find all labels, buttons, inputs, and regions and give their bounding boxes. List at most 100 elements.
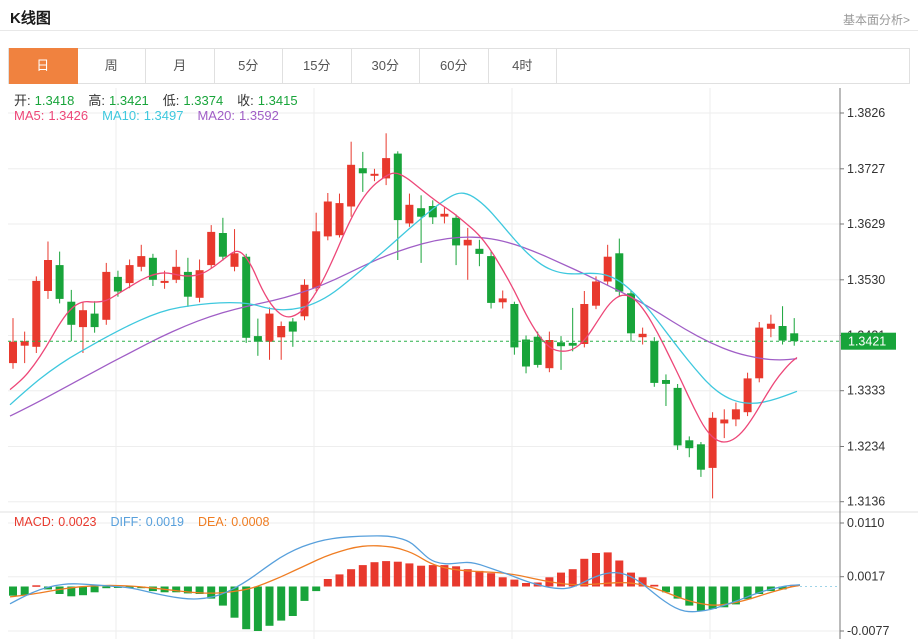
price-tick-label: 1.3333: [847, 384, 885, 398]
price-tick-label: 1.3530: [847, 273, 885, 287]
tab-day[interactable]: 日: [9, 48, 78, 84]
macd-bar: [55, 586, 64, 594]
tab-month[interactable]: 月: [146, 48, 215, 84]
macd-bar: [720, 586, 729, 608]
candle-body: [300, 284, 309, 317]
macd-bar: [638, 577, 647, 587]
macd-bar: [358, 565, 367, 587]
macd-bar: [650, 584, 659, 587]
macd-tick-label: 0.0017: [847, 570, 885, 584]
interval-tabs: 日周月 5分 15分 30分 60分 4时: [8, 48, 910, 84]
macd-bar: [685, 586, 694, 606]
candle-body: [487, 256, 496, 303]
candle-body: [475, 248, 484, 254]
candle-body: [603, 256, 612, 282]
tab-4hour[interactable]: 4时: [488, 48, 557, 84]
candle-body: [778, 326, 787, 341]
page-header: K线图 基本面分析>: [0, 0, 918, 30]
kline-macd-chart[interactable]: 1.38261.37271.36291.35301.34311.33331.32…: [0, 84, 918, 639]
candle-body: [568, 342, 577, 346]
price-tick-label: 1.3629: [847, 217, 885, 231]
macd-bar: [218, 586, 227, 606]
candle-body: [650, 341, 659, 383]
macd-bar: [405, 563, 414, 587]
macd-bar: [253, 586, 262, 631]
price-axis-labels: 1.38261.37271.36291.35301.34311.33331.32…: [840, 106, 885, 509]
macd-bar: [708, 586, 717, 609]
candle-body: [160, 280, 169, 283]
macd-bar: [475, 570, 484, 587]
candle-body: [102, 271, 111, 320]
candle-body: [230, 253, 239, 267]
candle-body: [277, 326, 286, 338]
macd-bar: [90, 586, 99, 593]
candle-body: [685, 440, 694, 449]
candle-body: [708, 417, 717, 468]
candle-body: [9, 341, 17, 364]
candle-body: [510, 304, 519, 348]
macd-bar: [603, 552, 612, 587]
macd-bar: [393, 561, 402, 587]
candle-body: [148, 257, 157, 280]
candle-body: [731, 409, 740, 420]
candle-body: [743, 378, 752, 413]
candle-body: [662, 380, 670, 384]
tab-60min[interactable]: 60分: [420, 48, 489, 84]
candle-body: [79, 310, 87, 328]
tab-5min[interactable]: 5分: [214, 48, 283, 84]
macd-bar: [568, 569, 577, 587]
tab-week[interactable]: 周: [77, 48, 146, 84]
candle-body: [183, 271, 192, 297]
candle-body: [580, 304, 589, 344]
candle-body: [627, 293, 635, 334]
macd-bar: [417, 565, 426, 587]
candle-body: [125, 265, 134, 284]
candle-body: [137, 256, 146, 267]
header-divider: [0, 30, 918, 31]
badge-background: [841, 332, 896, 350]
candle-body: [393, 153, 402, 221]
candle-body: [207, 231, 216, 266]
macd-bar: [743, 586, 752, 600]
candle-body: [533, 336, 542, 365]
grid-lines: [8, 88, 840, 639]
macd-bar: [242, 586, 251, 630]
macd-bar: [755, 586, 764, 594]
candle-body: [370, 173, 379, 176]
candle-body: [55, 265, 64, 299]
current-price-badge-label: 1.3421: [848, 335, 886, 349]
macd-bars: [9, 552, 799, 631]
macd-bar: [323, 579, 332, 587]
candle-body: [592, 281, 600, 306]
macd-axis-labels: 0.0110 0.0017 -0.0077: [840, 516, 889, 638]
candle-body: [253, 336, 262, 342]
macd-bar: [148, 586, 157, 592]
candle-body: [498, 298, 507, 303]
tab-15min[interactable]: 15分: [283, 48, 352, 84]
fundamental-analysis-link[interactable]: 基本面分析>: [842, 13, 910, 27]
candle-body: [358, 168, 367, 174]
macd-bar: [172, 586, 181, 593]
candle-body: [113, 276, 122, 292]
price-tick-label: 1.3234: [847, 440, 885, 454]
candle-body: [242, 256, 251, 338]
macd-tick-label: -0.0077: [847, 624, 889, 638]
candle-body: [766, 323, 775, 329]
macd-bar: [312, 586, 321, 592]
dea-line: [9, 545, 801, 606]
candle-body: [382, 158, 391, 179]
macd-bar: [463, 569, 472, 587]
candle-body: [452, 217, 461, 246]
macd-bar: [44, 586, 52, 590]
ma5-line: [9, 172, 798, 443]
candle-body: [335, 203, 344, 236]
macd-bar: [498, 577, 507, 587]
macd-bar: [32, 585, 41, 587]
candle-body: [32, 280, 41, 347]
tab-30min[interactable]: 30分: [351, 48, 420, 84]
macd-bar: [428, 565, 437, 587]
candle-body: [615, 253, 624, 292]
macd-bar: [300, 586, 309, 601]
macd-bar: [557, 572, 565, 587]
